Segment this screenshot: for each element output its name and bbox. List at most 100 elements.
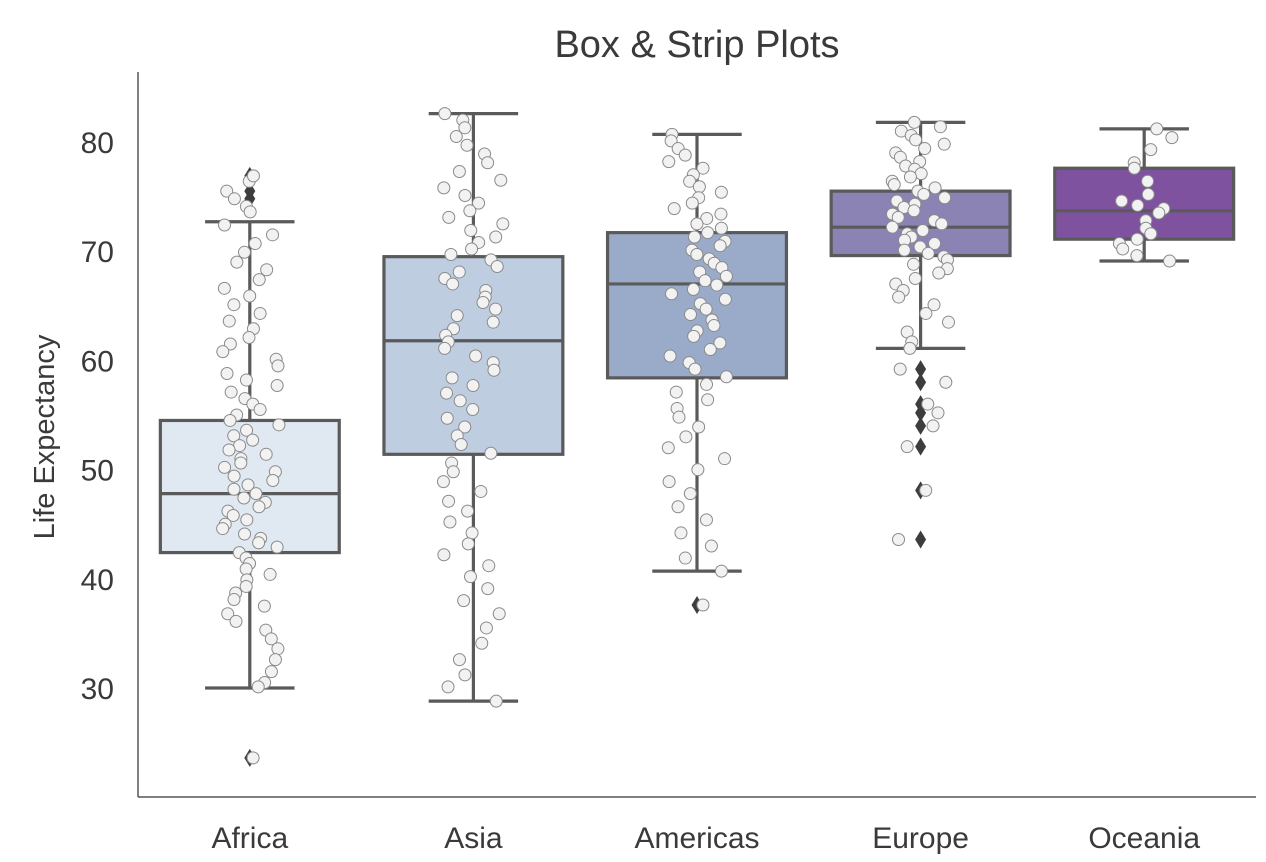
strip-point [714, 185, 728, 199]
strip-point [710, 278, 724, 292]
strip-point [475, 636, 489, 650]
strip-point [903, 341, 917, 355]
strip-point [460, 138, 474, 152]
strip-point [458, 420, 472, 434]
strip-point [926, 419, 940, 433]
strip-point [885, 220, 899, 234]
strip-point [688, 362, 702, 376]
strip-point [454, 437, 468, 451]
strip-point [1141, 174, 1155, 188]
strip-point [222, 314, 236, 328]
strip-point [246, 169, 260, 183]
strip-point [465, 526, 479, 540]
strip-point [1127, 161, 1141, 175]
strip-point [678, 551, 692, 565]
y-axis-label: Life Expectancy [29, 334, 61, 539]
strip-point [490, 259, 504, 273]
strip-point [696, 598, 710, 612]
strip-point [248, 237, 262, 251]
strip-point [903, 170, 917, 184]
strip-point [446, 465, 460, 479]
strip-point [683, 174, 697, 188]
outlier-marker [915, 373, 927, 392]
strip-point [463, 204, 477, 218]
strip-point [698, 274, 712, 288]
strip-point [444, 247, 458, 261]
strip-point [469, 349, 483, 363]
strip-point [445, 371, 459, 385]
strip-point [704, 539, 718, 553]
strip-point [458, 189, 472, 203]
strip-point [718, 292, 732, 306]
strip-point [463, 570, 477, 584]
strip-point [272, 418, 286, 432]
strip-point [916, 223, 930, 237]
strip-point [220, 367, 234, 381]
strip-point [230, 255, 244, 269]
strip-point [216, 522, 230, 536]
strip-point [218, 460, 232, 474]
strip-point [270, 379, 284, 393]
outlier-marker [915, 530, 927, 549]
strip-point [243, 205, 257, 219]
y-tick-label: 70 [81, 236, 114, 269]
strip-point [1130, 232, 1144, 246]
strip-point [227, 429, 241, 443]
strip-point [932, 266, 946, 280]
strip-point [246, 751, 260, 765]
strip-point [229, 614, 243, 628]
strip-point [440, 386, 454, 400]
strip-point [665, 287, 679, 301]
strip-point [1152, 206, 1166, 220]
strip-point-group [216, 107, 1179, 765]
strip-point [699, 513, 713, 527]
strip-point [921, 246, 935, 260]
strip-point [941, 315, 955, 329]
strip-point [1163, 254, 1177, 268]
strip-point [719, 370, 733, 384]
strip-point [266, 474, 280, 488]
strip-point [887, 178, 901, 192]
strip-point [466, 379, 480, 393]
x-tick-group: Africa Asia Americas Europe Oceania [211, 822, 1200, 855]
strip-point [1144, 227, 1158, 241]
strip-point [474, 484, 488, 498]
strip-point [452, 265, 466, 279]
strip-point [935, 217, 949, 231]
strip-point [452, 653, 466, 667]
x-tick-label: Africa [211, 822, 288, 855]
strip-point [1141, 187, 1155, 201]
strip-point [1115, 194, 1129, 208]
strip-point [243, 289, 257, 303]
strip-point [442, 210, 456, 224]
strip-point [479, 621, 493, 635]
strip-point [457, 594, 471, 608]
strip-point [252, 273, 266, 287]
strip-point [487, 363, 501, 377]
strip-point [221, 607, 235, 621]
strip-point [481, 582, 495, 596]
strip-point [1150, 122, 1164, 136]
strip-point [927, 298, 941, 312]
strip-point [933, 120, 947, 134]
strip-point [703, 342, 717, 356]
strip-point [266, 228, 280, 242]
strip-point [466, 403, 480, 417]
strip-point [481, 156, 495, 170]
strip-point [249, 487, 263, 501]
strip-point [928, 237, 942, 251]
strip-point [217, 281, 231, 295]
strip-point [919, 306, 933, 320]
strip-point [446, 277, 460, 291]
y-tick-label: 60 [81, 345, 114, 378]
strip-point [692, 180, 706, 194]
strip-point [227, 298, 241, 312]
strip-point [701, 393, 715, 407]
strip-point [441, 680, 455, 694]
strip-point [671, 500, 685, 514]
strip-point [271, 642, 285, 656]
strip-point [891, 210, 905, 224]
y-tick-label: 40 [81, 564, 114, 597]
strip-point [685, 196, 699, 210]
